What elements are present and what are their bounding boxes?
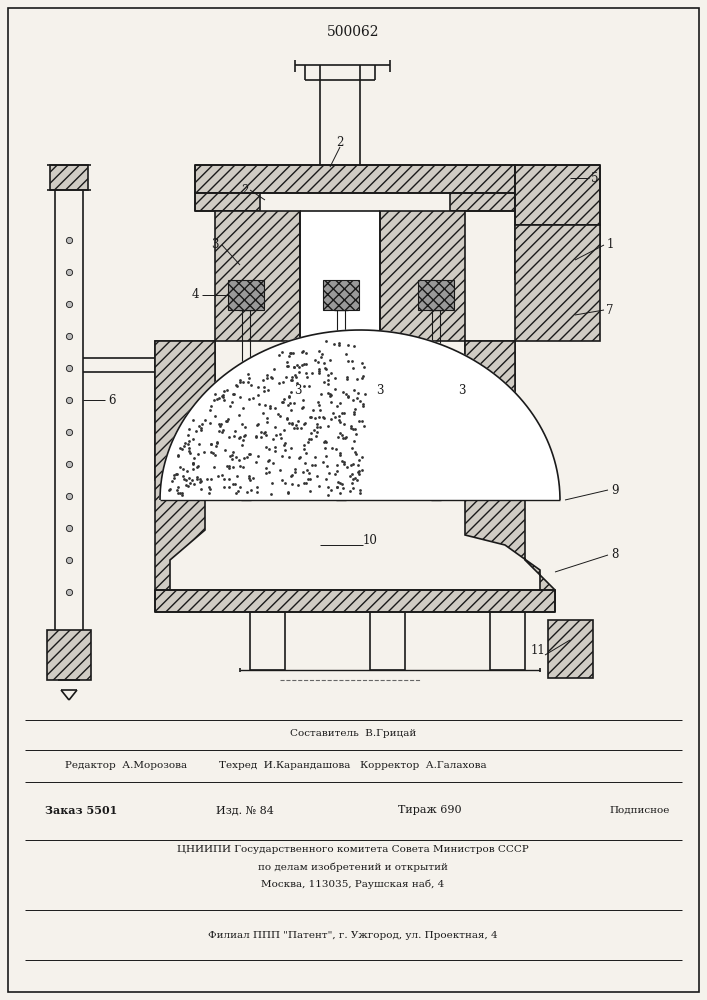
Text: Москва, 113035, Раушская наб, 4: Москва, 113035, Раушская наб, 4 (262, 879, 445, 889)
Text: 3: 3 (211, 238, 218, 251)
Text: Тираж 690: Тираж 690 (398, 805, 462, 815)
Polygon shape (155, 341, 215, 480)
Text: Филиал ППП "Патент", г. Ужгород, ул. Проектная, 4: Филиал ППП "Патент", г. Ужгород, ул. Про… (208, 930, 498, 940)
Bar (47, 630, 91, 680)
Polygon shape (155, 341, 215, 590)
Text: 10: 10 (363, 534, 378, 546)
Bar (515, 225, 600, 341)
Text: 2: 2 (241, 184, 249, 196)
Text: 3: 3 (294, 383, 302, 396)
Text: 11: 11 (531, 644, 545, 656)
Bar (195, 165, 515, 193)
Text: 9: 9 (612, 484, 619, 496)
Text: Подписное: Подписное (610, 806, 670, 814)
Bar (380, 211, 465, 341)
Text: 6: 6 (108, 393, 116, 406)
Polygon shape (160, 330, 560, 500)
Bar (195, 193, 260, 211)
Text: ЦНИИПИ Государственного комитета Совета Министров СССР: ЦНИИПИ Государственного комитета Совета … (177, 846, 529, 854)
Text: 2: 2 (337, 135, 344, 148)
Bar (450, 193, 515, 211)
Bar (228, 280, 264, 310)
Bar (418, 280, 454, 310)
Text: Техред  И.Карандашова   Корректор  А.Галахова: Техред И.Карандашова Корректор А.Галахов… (219, 762, 487, 770)
Bar (215, 211, 300, 341)
Text: 8: 8 (612, 548, 619, 562)
Text: 3: 3 (376, 383, 384, 396)
Polygon shape (465, 341, 515, 480)
Text: Составитель  В.Грицай: Составитель В.Грицай (290, 728, 416, 738)
Bar (155, 590, 555, 612)
Bar (548, 620, 593, 678)
Text: по делам изобретений и открытий: по делам изобретений и открытий (258, 862, 448, 872)
Polygon shape (300, 211, 380, 341)
Text: 3: 3 (458, 383, 466, 396)
Text: 1: 1 (607, 238, 614, 251)
Text: 500062: 500062 (327, 25, 379, 39)
Text: Редактор  А.Морозова: Редактор А.Морозова (65, 762, 187, 770)
Bar (515, 165, 600, 225)
Text: 7: 7 (606, 304, 614, 316)
Bar (323, 280, 359, 310)
Bar (50, 165, 88, 190)
Text: Изд. № 84: Изд. № 84 (216, 805, 274, 815)
Polygon shape (465, 341, 555, 600)
Text: Заказ 5501: Заказ 5501 (45, 804, 117, 816)
Text: 5: 5 (591, 172, 599, 184)
Text: 4: 4 (192, 288, 199, 302)
